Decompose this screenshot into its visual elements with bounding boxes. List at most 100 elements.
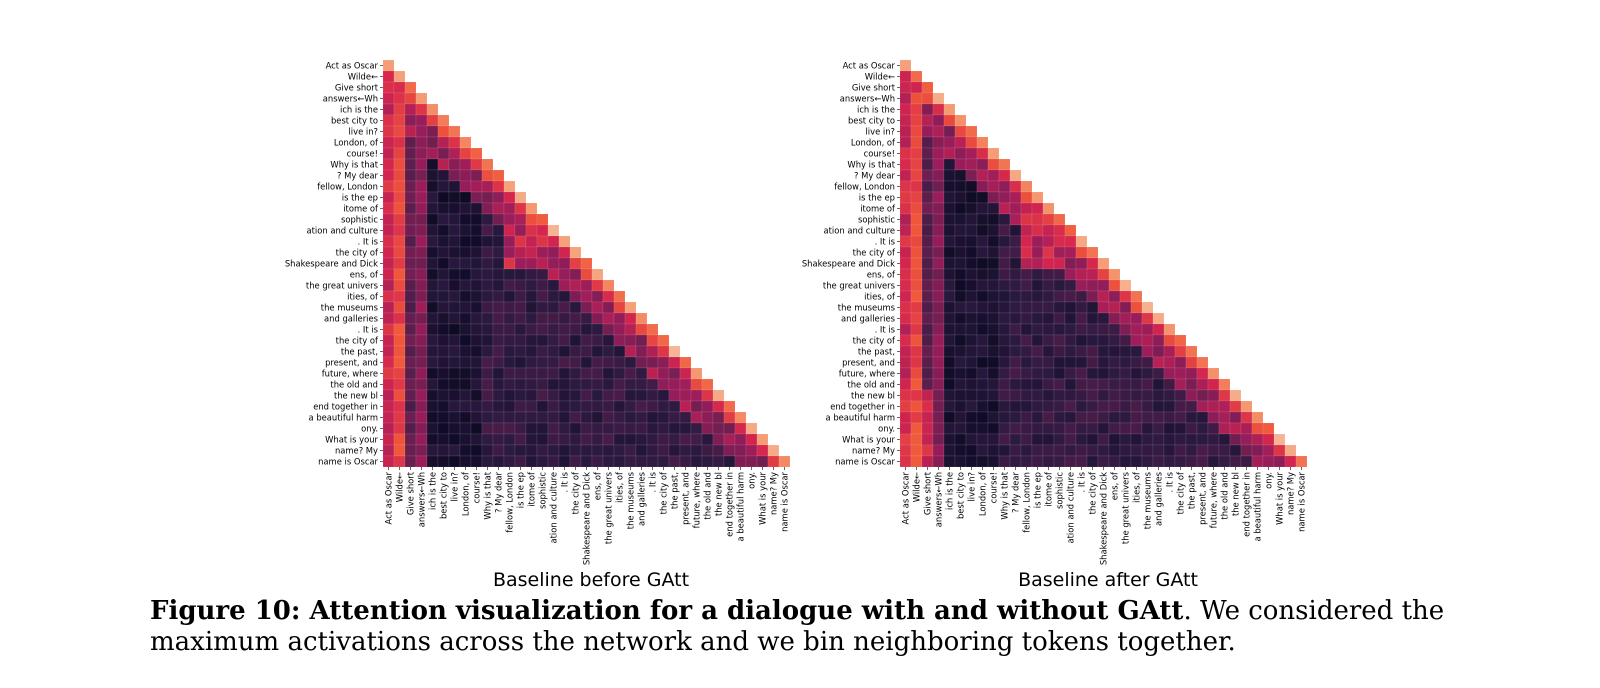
heatmap-cell	[998, 400, 1011, 413]
heatmap-cell	[1218, 389, 1231, 402]
heatmap-cell	[1251, 411, 1264, 424]
heatmap-cell	[1097, 334, 1110, 347]
heatmap-cell	[470, 400, 483, 413]
heatmap-cell	[415, 345, 428, 358]
heatmap-cell	[525, 422, 538, 435]
heatmap-cell	[1262, 422, 1275, 435]
y-tick-label: the city of	[853, 336, 896, 346]
heatmap-cell	[1031, 246, 1044, 259]
heatmap-cell	[437, 334, 450, 347]
heatmap-cell	[1174, 367, 1187, 380]
heatmap-cell	[382, 400, 395, 413]
heatmap-cell	[470, 378, 483, 391]
heatmap-cell	[943, 235, 956, 248]
heatmap-cell	[668, 389, 681, 402]
heatmap-cell	[1009, 246, 1022, 259]
y-tick-label: Shakespeare and Dick	[802, 259, 895, 269]
heatmap-cell	[932, 389, 945, 402]
heatmap-cell	[899, 290, 912, 303]
heatmap-cell	[481, 433, 494, 446]
heatmap-cell	[580, 400, 593, 413]
heatmap-cell	[536, 389, 549, 402]
heatmap-cell	[1009, 367, 1022, 380]
x-tick-label: . It is	[1077, 472, 1087, 492]
x-tick-label: London, of	[978, 471, 988, 516]
heatmap-cell	[1163, 334, 1176, 347]
heatmap-cell	[503, 334, 516, 347]
heatmap-cell	[1064, 323, 1077, 336]
heatmap-cell	[448, 323, 461, 336]
heatmap-cell	[1020, 235, 1033, 248]
heatmap-cell	[668, 367, 681, 380]
heatmap-cell	[1020, 224, 1033, 237]
y-tick-label: the city of	[336, 336, 379, 346]
heatmap-cell	[668, 345, 681, 358]
heatmap-cell	[1130, 312, 1143, 325]
heatmap-cell	[987, 191, 1000, 204]
heatmap-cell	[965, 213, 978, 226]
heatmap-cell	[448, 301, 461, 314]
heatmap-cell	[525, 378, 538, 391]
heatmap-cell	[415, 444, 428, 457]
heatmap-cell	[470, 323, 483, 336]
heatmap-cell	[404, 334, 417, 347]
heatmap-cell	[954, 246, 967, 259]
heatmap-cell	[1152, 455, 1165, 468]
heatmap-cell	[921, 213, 934, 226]
heatmap-cell	[426, 202, 439, 215]
heatmap-cell	[569, 455, 582, 468]
heatmap-cell	[1020, 312, 1033, 325]
heatmap-cell	[943, 257, 956, 270]
heatmap-cell	[492, 444, 505, 457]
heatmap-cell	[921, 378, 934, 391]
heatmap-cell	[1020, 422, 1033, 435]
heatmap-cell	[998, 334, 1011, 347]
heatmap-cell	[1009, 411, 1022, 424]
heatmap-cell	[1031, 290, 1044, 303]
heatmap-cell	[1207, 444, 1220, 457]
heatmap-cell	[437, 378, 450, 391]
heatmap-cell	[910, 158, 923, 171]
heatmap-cell	[1218, 378, 1231, 391]
heatmap-cell	[635, 334, 648, 347]
heatmap-cell	[492, 169, 505, 182]
heatmap-cell	[602, 323, 615, 336]
y-tick-label: end together in	[830, 402, 895, 412]
heatmap-cell	[624, 356, 637, 369]
heatmap-cell	[954, 213, 967, 226]
heatmap-cell	[514, 290, 527, 303]
heatmap-cell	[932, 235, 945, 248]
heatmap-cell	[1218, 433, 1231, 446]
heatmap-cell	[547, 301, 560, 314]
heatmap-cell	[1273, 455, 1286, 468]
heatmap-cell	[514, 235, 527, 248]
heatmap-cell	[470, 290, 483, 303]
heatmap-cell	[404, 202, 417, 215]
heatmap-cell	[965, 389, 978, 402]
heatmap-cell	[635, 312, 648, 325]
x-tick-label: live in?	[450, 472, 460, 502]
heatmap-cell	[415, 169, 428, 182]
y-tick-label: ony.	[361, 424, 378, 434]
heatmap-cell	[470, 257, 483, 270]
heatmap-cell	[932, 169, 945, 182]
x-tick-label: present, and	[681, 472, 691, 525]
heatmap-cell	[470, 279, 483, 292]
y-tick-label: Give short	[852, 83, 896, 93]
heatmap-cell	[976, 367, 989, 380]
y-tick-label: fellow, London	[317, 182, 378, 192]
heatmap-cell	[437, 169, 450, 182]
heatmap-cell	[921, 345, 934, 358]
heatmap-cell	[459, 433, 472, 446]
heatmap-cell	[943, 125, 956, 138]
heatmap-cell	[580, 301, 593, 314]
heatmap-cell	[1009, 312, 1022, 325]
heatmap-cell	[932, 125, 945, 138]
y-tick-label: Wilde←	[348, 72, 378, 82]
heatmap-cell	[646, 411, 659, 424]
heatmap-cell	[415, 125, 428, 138]
heatmap-cell	[393, 103, 406, 116]
heatmap-cell	[1141, 367, 1154, 380]
heatmap-cell	[536, 290, 549, 303]
